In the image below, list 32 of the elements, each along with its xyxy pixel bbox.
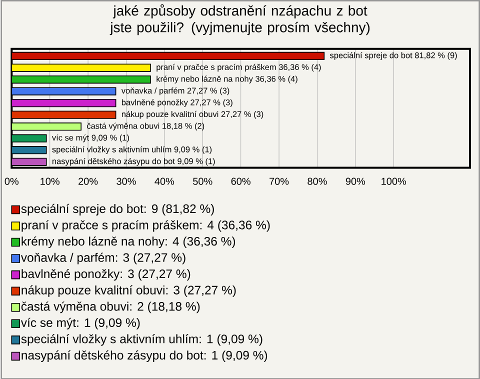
x-tick-label: 40%	[154, 178, 174, 185]
x-tick-label: 0%	[4, 178, 19, 185]
data-label: častá výměna obuvi 18,18 % (2)	[87, 122, 204, 130]
legend-label: víc se mýt: 1 (9,09 %)	[20, 318, 140, 330]
x-tick-label: 80%	[308, 178, 327, 185]
legend-label: voňavka / parfém: 3 (27,27 %)	[20, 252, 186, 264]
data-label: speciální spreje do bot 81,82 % (9)	[330, 52, 457, 60]
legend-label: častá výměna obuvi: 2 (18,18 %)	[21, 301, 200, 313]
data-label: speciální vložky s aktivním uhlím 9,09 % (1)	[52, 146, 212, 154]
x-tick-label: 100%	[382, 178, 406, 185]
data-label: víc se mýt 9,09 % (1)	[52, 134, 129, 142]
legend-label: nasypání dětského zásypu do bot: 1 (9,09 %)	[22, 350, 268, 362]
data-label: krémy nebo lázně na nohy 36,36 % (4)	[156, 75, 298, 84]
data-label: voňavka / parfém 27,27 % (3)	[121, 87, 230, 95]
legend-label: praní v pračce s pracím práškem: 4 (36,36 %)	[22, 220, 270, 232]
chart-title: jaké způsoby odstranění nzápachu z bot jste použili? (vyjmenujte prosím všechny)	[110, 4, 370, 35]
x-tick-label: 90%	[346, 178, 366, 185]
legend-label: bavlněné ponožky: 3 (27,27 %)	[22, 268, 190, 280]
legend-label: krémy nebo lázně na nohy: 4 (36,36 %)	[22, 236, 236, 248]
legend-label: nákup pouze kvalitní obuvi: 3 (27,27 %)	[22, 285, 236, 297]
x-tick-label: 60%	[231, 178, 250, 185]
data-label: praní v pračce s pracím práškem 36,36 % (4)	[156, 64, 321, 72]
x-tick-label: 70%	[270, 178, 289, 185]
data-label: nasypání dětského zásypu do bot 9,09 % (1)	[52, 158, 215, 166]
data-label: bavlněné ponožky 27,27 % (3)	[122, 98, 232, 107]
x-tick-label: 20%	[78, 178, 98, 185]
x-tick-label: 30%	[116, 178, 136, 185]
x-tick-label: 50%	[193, 178, 212, 185]
x-tick-label: 10%	[40, 178, 60, 185]
legend-label: speciální spreje do bot: 9 (81,82 %)	[21, 204, 214, 216]
data-label: nákup pouze kvalitní obuvi 27,27 % (3)	[122, 110, 264, 118]
legend-label: speciální vložky s aktivním uhlím: 1 (9,09 %)	[21, 334, 262, 346]
